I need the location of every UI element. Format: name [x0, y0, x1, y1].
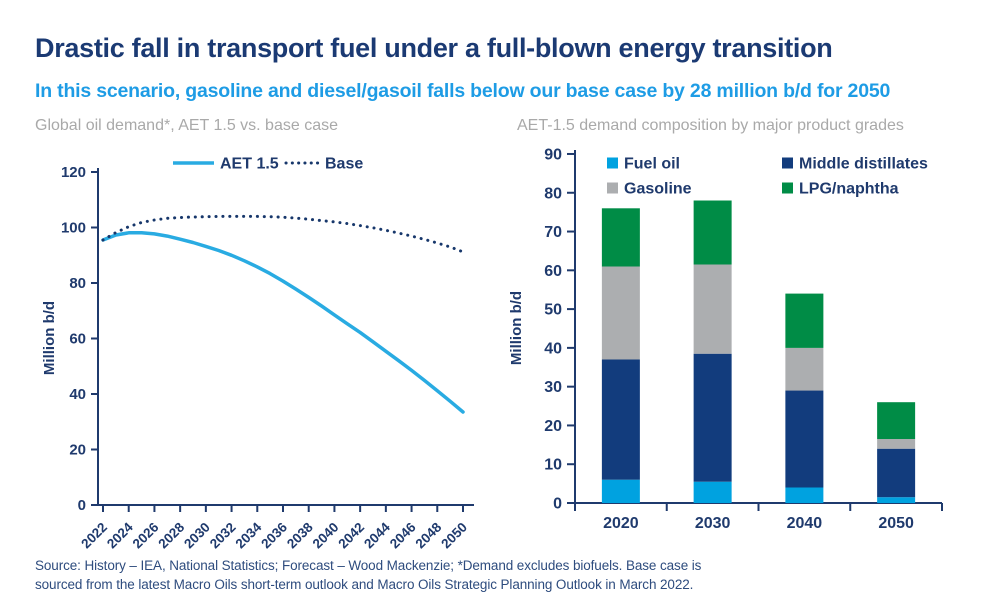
bar-segment-2020-lpg-naphtha: [601, 208, 640, 267]
bar-segment-2030-middle-distillates: [693, 353, 732, 482]
bar-segment-2050-middle-distillates: [877, 448, 916, 498]
svg-text:2036: 2036: [258, 519, 290, 551]
bar-segment-2030-lpg-naphtha: [693, 200, 732, 265]
bar-chart-ylabel: Million b/d: [508, 291, 525, 365]
legend-label-lpg-naphtha: LPG/naphtha: [799, 181, 899, 198]
bar-segment-2050-lpg-naphtha: [877, 402, 916, 439]
line-chart: AET 1.5 Base02040608010012020222024202620…: [41, 156, 474, 552]
page-title: Drastic fall in transport fuel under a f…: [35, 33, 833, 63]
svg-text:60: 60: [69, 331, 86, 348]
svg-text:2042: 2042: [335, 520, 367, 552]
legend-label-base: Base: [325, 156, 363, 173]
bar-segment-2040-middle-distillates: [785, 390, 824, 488]
bar-category-label: 2020: [603, 515, 639, 532]
svg-text:2038: 2038: [284, 519, 316, 551]
svg-text:40: 40: [544, 340, 562, 357]
series-aet-1-5: [101, 231, 465, 414]
legend-label-aet: AET 1.5: [220, 156, 279, 173]
svg-text:2040: 2040: [310, 520, 342, 552]
bar-segment-2050-fuel-oil: [877, 497, 916, 503]
bar-segment-2040-gasoline: [785, 347, 824, 391]
svg-text:100: 100: [61, 220, 86, 237]
bar-chart-title: AET-1.5 demand composition by major prod…: [517, 117, 904, 134]
bar-category-label: 2030: [695, 515, 731, 532]
svg-text:120: 120: [61, 164, 86, 181]
line-chart-ylabel: Million b/d: [41, 301, 58, 375]
line-chart-legend: AET 1.5 Base: [173, 156, 363, 173]
svg-text:2046: 2046: [387, 519, 419, 551]
svg-text:40: 40: [69, 386, 86, 403]
svg-text:2022: 2022: [78, 520, 110, 552]
bar-category-label: 2040: [787, 515, 823, 532]
svg-text:0: 0: [78, 497, 86, 514]
svg-text:2048: 2048: [413, 519, 445, 551]
source-line-1: Source: History – IEA, National Statisti…: [35, 558, 702, 573]
svg-text:2024: 2024: [104, 519, 136, 551]
stacked-bar-chart: Fuel oil Gasoline Middle distillates LPG/na…: [508, 146, 943, 532]
svg-text:2050: 2050: [438, 520, 470, 552]
bar-segment-2020-middle-distillates: [601, 359, 640, 480]
bar-segment-2040-fuel-oil: [785, 487, 824, 503]
svg-text:10: 10: [544, 457, 562, 474]
line-chart-title: Global oil demand*, AET 1.5 vs. base cas…: [35, 117, 338, 134]
legend-label-gasoline: Gasoline: [624, 181, 692, 198]
svg-text:80: 80: [544, 185, 562, 202]
legend-label-fuel-oil: Fuel oil: [624, 156, 680, 173]
page-subtitle: In this scenario, gasoline and diesel/ga…: [35, 80, 891, 102]
bar-segment-2050-gasoline: [877, 439, 916, 449]
svg-text:30: 30: [544, 379, 562, 396]
svg-text:2026: 2026: [130, 519, 162, 551]
bar-segment-2030-gasoline: [693, 264, 732, 354]
svg-text:50: 50: [544, 302, 562, 319]
svg-text:70: 70: [544, 224, 562, 241]
svg-text:2032: 2032: [207, 520, 239, 552]
svg-text:2044: 2044: [361, 519, 393, 551]
source-note: Source: History – IEA, National Statisti…: [35, 556, 701, 594]
svg-text:90: 90: [544, 146, 562, 163]
svg-text:2028: 2028: [155, 519, 187, 551]
source-line-2: sourced from the latest Macro Oils short…: [35, 577, 694, 592]
bar-chart-legend: Fuel oil Gasoline Middle distillates LPG/na…: [607, 156, 928, 198]
bar-segment-2030-fuel-oil: [693, 481, 732, 503]
bar-segment-2040-lpg-naphtha: [785, 293, 824, 348]
bar-segment-2020-gasoline: [601, 266, 640, 360]
svg-text:80: 80: [69, 275, 86, 292]
svg-text:0: 0: [553, 496, 562, 513]
bar-segment-2020-fuel-oil: [601, 479, 640, 503]
legend-label-middle-distillates: Middle distillates: [799, 156, 928, 173]
bar-category-label: 2050: [878, 515, 914, 532]
svg-text:60: 60: [544, 263, 562, 280]
svg-text:2030: 2030: [181, 520, 213, 552]
svg-text:20: 20: [544, 418, 562, 435]
svg-text:20: 20: [69, 442, 86, 459]
svg-text:2034: 2034: [233, 519, 265, 551]
